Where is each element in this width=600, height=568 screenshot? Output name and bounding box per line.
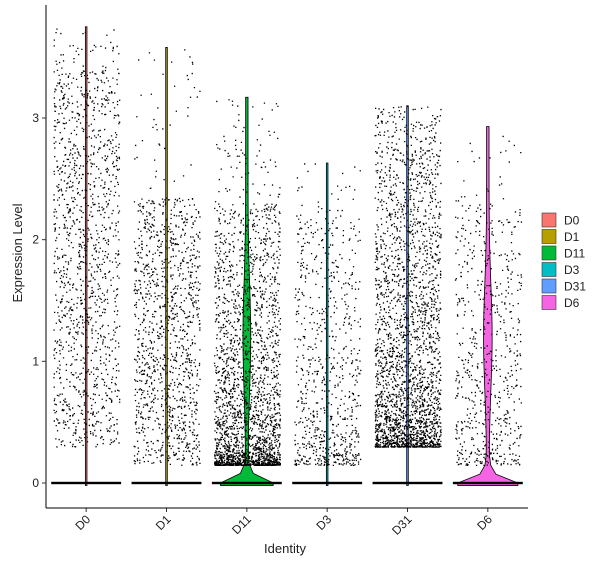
zero-points-D1 [131, 481, 202, 485]
x-axis-title: Identity [264, 541, 306, 556]
violin-D1 [131, 47, 202, 486]
legend: D0 D1 D11 D3 D31 D6 [541, 212, 586, 310]
violin-body-D1 [165, 47, 168, 486]
x-tick-label-D1: D1 [153, 512, 174, 533]
legend-label-D3: D3 [564, 263, 580, 277]
zero-points-D0 [51, 481, 122, 485]
legend-key-D1 [541, 229, 557, 244]
y-tick-label-1: 1 [32, 354, 39, 368]
zero-points-D31 [372, 481, 443, 485]
violin-body-D0 [84, 26, 88, 486]
violin-D0 [51, 26, 122, 486]
plot-area [51, 26, 523, 486]
y-tick-label-2: 2 [32, 233, 39, 247]
points-D1 [133, 49, 201, 466]
x-tick-label-D11: D11 [229, 512, 254, 537]
violin-D3 [292, 162, 363, 486]
violin-D6 [452, 126, 523, 486]
zero-points-D11 [211, 481, 282, 485]
x-tick-label-D3: D3 [314, 512, 335, 533]
points-D3 [294, 163, 362, 467]
zero-points-D3 [292, 481, 363, 485]
violin-body-D11 [220, 96, 274, 486]
y-axis-title: Expression Level [10, 203, 25, 302]
legend-label-D1: D1 [564, 230, 580, 244]
violin-body-D3 [325, 162, 329, 486]
legend-key-D31 [541, 278, 557, 294]
zero-points-D6 [452, 481, 523, 485]
legend-key-D3 [541, 262, 557, 277]
legend-key-D11 [541, 245, 557, 261]
legend-label-D31: D31 [564, 280, 586, 294]
legend-key-D0 [541, 212, 557, 228]
points-D31 [374, 105, 442, 448]
legend-label-D11: D11 [564, 247, 585, 261]
violin-D11 [211, 96, 282, 486]
x-tick-label-D6: D6 [474, 512, 495, 533]
points-D11 [213, 99, 282, 466]
violin-body-D6 [457, 126, 519, 486]
y-tick-label-3: 3 [32, 111, 39, 125]
legend-key-D6 [541, 295, 557, 310]
legend-label-D6: D6 [564, 296, 580, 310]
violin-D31 [372, 105, 443, 486]
x-tick-label-D0: D0 [73, 512, 94, 533]
y-tick-label-0: 0 [32, 476, 39, 490]
x-tick-label-D31: D31 [389, 512, 415, 538]
legend-label-D0: D0 [564, 214, 580, 228]
